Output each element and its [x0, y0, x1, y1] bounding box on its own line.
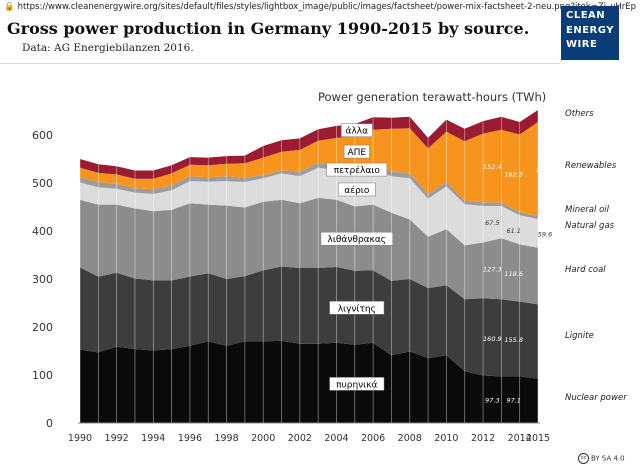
x-tick-label: 1994 [141, 433, 165, 444]
x-tick-label: 2014 [508, 433, 532, 444]
legend-label-hard-coal: Hard coal [565, 265, 606, 275]
legend-label-others: Others [565, 109, 594, 119]
series-overlay-label: ΑΠΕ [347, 148, 366, 158]
url-text: https://www.cleanenergywire.org/sites/de… [17, 2, 637, 12]
area-lignite [80, 266, 538, 379]
series-overlay-label-box [338, 182, 376, 197]
series-overlay-label-box [329, 377, 385, 391]
data-label: 195.9 [536, 166, 555, 174]
x-tick-label: 2008 [398, 433, 422, 444]
series-overlay-label-box [340, 123, 373, 137]
series-overlay-label-box [326, 162, 388, 177]
series-overlay-label-box [329, 301, 385, 315]
logo-line: CLEAN [566, 10, 606, 21]
data-label: 59.6 [538, 230, 552, 238]
series-overlay-label: λιγνίτης [338, 304, 376, 314]
creative-commons-icon: cc [578, 453, 589, 464]
clean-energy-wire-logo: CLEAN ENERGY WIRE [561, 6, 619, 60]
legend-label-natural-gas: Natural gas [565, 221, 615, 231]
data-label: 118 [539, 273, 551, 281]
x-tick-label: 2000 [251, 433, 275, 444]
x-tick-label: 2012 [471, 433, 495, 444]
logo-line: WIRE [566, 39, 598, 50]
data-label: 67.5 [485, 219, 499, 227]
header-divider [0, 63, 560, 64]
lock-icon: 🔒 [4, 2, 15, 12]
chart-title: Power generation terawatt-hours (TWh) [318, 90, 546, 104]
y-tick-label: 100 [32, 369, 53, 382]
legend-label-lignite: Lignite [565, 331, 594, 341]
data-label: 118.6 [504, 270, 523, 278]
y-tick-label: 400 [32, 225, 53, 238]
area-mineral-oil [80, 162, 538, 219]
data-label: 61.1 [506, 227, 520, 235]
license-text: BY SA 4.0 [591, 454, 625, 463]
area-others [80, 110, 538, 179]
y-tick-label: 600 [32, 129, 53, 142]
page-subtitle: Data: AG Energiebilanzen 2016. [22, 42, 194, 54]
data-label: 97.3 [485, 397, 499, 405]
data-label: 127.3 [483, 266, 502, 274]
x-tick-label: 2010 [434, 433, 458, 444]
series-overlay-label-box [343, 144, 370, 159]
data-label: 160.9 [483, 335, 502, 343]
series-overlay-label: άλλα [346, 127, 369, 137]
area-natural-gas [80, 167, 538, 248]
x-tick-label: 1998 [214, 433, 238, 444]
series-overlay-label: πυρηνικά [336, 380, 377, 390]
series-overlay-label: λιθάνθρακας [328, 235, 387, 245]
y-tick-label: 0 [46, 417, 53, 430]
y-tick-label: 300 [32, 273, 53, 286]
page-title: Gross power production in Germany 1990-2… [7, 19, 530, 38]
y-tick-label: 200 [32, 321, 53, 334]
x-tick-label: 1996 [178, 433, 202, 444]
data-label: 155 [539, 339, 551, 347]
x-tick-label: 1992 [105, 433, 129, 444]
url-bar[interactable]: 🔒 https://www.cleanenergywire.org/sites/d… [0, 0, 640, 14]
legend-label-nuclear-power: Nuclear power [565, 393, 627, 403]
area-hard-coal [80, 197, 538, 305]
data-label: 162.5 [504, 170, 523, 178]
series-overlay-label: αέριο [344, 185, 370, 196]
x-tick-label: 1990 [68, 433, 92, 444]
legend-label-mineral-oil: Mineral oil [565, 205, 610, 215]
data-label: 152.4 [483, 163, 502, 171]
area-renewables [80, 122, 538, 217]
logo-line: ENERGY [566, 24, 614, 36]
series-overlay-label: πετρέλαιο [334, 165, 381, 176]
data-label: 91.8 [538, 398, 552, 406]
series-overlay-label-box [320, 231, 393, 246]
legend-label-renewables: Renewables [565, 161, 617, 171]
y-tick-label: 500 [32, 177, 53, 190]
x-tick-label: 2002 [288, 433, 312, 444]
x-tick-label: 2006 [361, 433, 385, 444]
x-tick-label: 2015 [526, 433, 550, 444]
area-nuclear-power [80, 340, 538, 423]
data-label: 97.1 [506, 397, 520, 405]
x-tick-label: 2004 [324, 433, 348, 444]
license-badge: cc BY SA 4.0 [578, 453, 625, 464]
data-label: 155.8 [504, 336, 523, 344]
